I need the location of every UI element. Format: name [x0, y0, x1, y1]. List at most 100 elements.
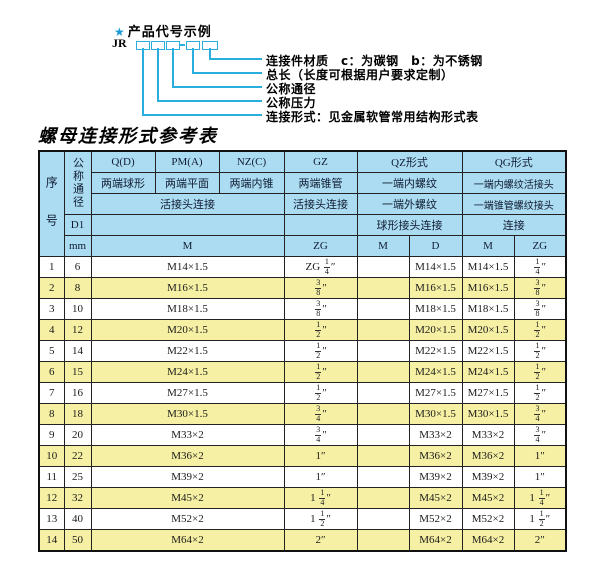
cell-m: M20×1.5	[90, 319, 285, 341]
header-qz-sub3: 球形接头连接	[356, 214, 463, 236]
cell-qz-d: M14×1.5	[408, 256, 463, 278]
cell-m: M36×2	[90, 445, 285, 467]
cell-qz-d: M20×1.5	[408, 319, 463, 341]
header-qg-sub2: 一端锥管螺纹接头	[461, 193, 567, 215]
table-row: 14 50 M64×2 2″ M64×2 M64×2 2″	[38, 529, 567, 552]
cell-m: M16×1.5	[90, 277, 285, 299]
cell-no: 12	[38, 487, 65, 509]
cell-m: M24×1.5	[90, 361, 285, 383]
cell-qz-d: M52×2	[408, 508, 463, 530]
header-union-conn: 活接头连接	[90, 193, 285, 215]
table-row: 12 32 M45×2 1 1 4 ″ M45×2 M45×2 1 1 4 ″	[38, 487, 567, 509]
cell-qz-d: M33×2	[408, 424, 463, 446]
cell-qz-d: M16×1.5	[408, 277, 463, 299]
cell-m: M64×2	[90, 529, 285, 552]
cell-qg-zg: 1 2 ″	[513, 382, 567, 404]
cell-qg-zg: 1 2 ″	[513, 319, 567, 341]
table-body: 1 6 M14×1.5 ZG 1 4 ″ M14×1.5 M14×1.5 1 4 ″ 2 8 M16×1.…	[38, 256, 567, 552]
header-qz-d: D	[408, 235, 463, 257]
header-qg-sub3: 连接	[461, 214, 567, 236]
cell-qg-m: M24×1.5	[461, 361, 515, 383]
cell-qz-m	[356, 487, 410, 509]
cell-qz-d: M39×2	[408, 466, 463, 488]
cell-dn: 16	[63, 382, 92, 404]
diagram-title: ★ 产品代号示例	[114, 21, 212, 40]
cell-qg-zg: 2″	[513, 529, 567, 552]
header-col-nz: NZ(C)	[218, 150, 285, 173]
cell-qg-zg: 1 2 ″	[513, 361, 567, 383]
cell-qg-m: M20×1.5	[461, 319, 515, 341]
cell-gz: 1 2 ″	[283, 340, 358, 362]
header-seq: 序号	[38, 150, 65, 257]
cell-m: M18×1.5	[90, 298, 285, 320]
table-row: 9 20 M33×2 3 4 ″ M33×2 M33×2 3 4 ″	[38, 424, 567, 446]
cell-qg-m: M39×2	[461, 466, 515, 488]
cell-qg-m: M52×2	[461, 508, 515, 530]
header-qz-m: M	[356, 235, 410, 257]
table-row: 4 12 M20×1.5 1 2 ″ M20×1.5 M20×1.5 1 2 ″	[38, 319, 567, 341]
cell-m: M39×2	[90, 466, 285, 488]
cell-qz-d: M64×2	[408, 529, 463, 552]
cell-qg-zg: 3 8 ″	[513, 298, 567, 320]
code-prefix: JR	[112, 36, 127, 50]
table-row: 5 14 M22×1.5 1 2 ″ M22×1.5 M22×1.5 1 2 ″	[38, 340, 567, 362]
header-qg-m: M	[461, 235, 515, 257]
header-col-pm: PM(A)	[154, 150, 220, 173]
header-pm-sub: 两端平面	[154, 172, 220, 194]
cell-gz: 3 8 ″	[283, 277, 358, 299]
header-zg: ZG	[283, 235, 358, 257]
cell-qg-m: M45×2	[461, 487, 515, 509]
cell-qz-m	[356, 529, 410, 552]
cell-dn: 40	[63, 508, 92, 530]
cell-qg-m: M16×1.5	[461, 277, 515, 299]
cell-qg-m: M36×2	[461, 445, 515, 467]
cell-gz: 1 1 4 ″	[283, 487, 358, 509]
cell-qz-m	[356, 277, 410, 299]
cell-qz-m	[356, 445, 410, 467]
header-qg-sub1: 一端内螺纹活接头	[461, 172, 567, 194]
cell-m: M30×1.5	[90, 403, 285, 425]
cell-qz-m	[356, 403, 410, 425]
cell-qz-m	[356, 508, 410, 530]
cell-qg-zg: 3 4 ″	[513, 424, 567, 446]
table-row: 2 8 M16×1.5 3 8 ″ M16×1.5 M16×1.5 3 8 ″	[38, 277, 567, 299]
code-label-length: 总长（长度可根据用户要求定制）	[266, 68, 454, 82]
cell-no: 5	[38, 340, 65, 362]
cell-dn: 32	[63, 487, 92, 509]
header-nz-sub: 两端内锥	[218, 172, 285, 194]
cell-no: 7	[38, 382, 65, 404]
cell-qz-m	[356, 382, 410, 404]
connector-line	[157, 100, 262, 102]
cell-qg-zg: 1″	[513, 445, 567, 467]
header-qz-sub2: 一端外螺纹	[356, 193, 463, 215]
cell-no: 9	[38, 424, 65, 446]
table-row: 7 16 M27×1.5 1 2 ″ M27×1.5 M27×1.5 1 2 ″	[38, 382, 567, 404]
cell-qz-d: M27×1.5	[408, 382, 463, 404]
cell-qz-m	[356, 319, 410, 341]
cell-dn: 6	[63, 256, 92, 278]
header-empty	[90, 214, 285, 236]
cell-qg-m: M22×1.5	[461, 340, 515, 362]
cell-qz-d: M45×2	[408, 487, 463, 509]
code-dash	[179, 44, 185, 46]
header-gz-sub: 两端锥管	[283, 172, 358, 194]
cell-no: 10	[38, 445, 65, 467]
cell-qz-m	[356, 466, 410, 488]
connector-line	[157, 48, 159, 102]
table-row: 3 10 M18×1.5 3 8 ″ M18×1.5 M18×1.5 3 8 ″	[38, 298, 567, 320]
connector-line	[142, 114, 262, 116]
cell-no: 14	[38, 529, 65, 552]
cell-qg-zg: 1″	[513, 466, 567, 488]
cell-qz-d: M30×1.5	[408, 403, 463, 425]
cell-qg-m: M14×1.5	[461, 256, 515, 278]
connector-line	[192, 48, 194, 74]
cell-no: 13	[38, 508, 65, 530]
cell-dn: 12	[63, 319, 92, 341]
cell-qz-m	[356, 424, 410, 446]
cell-qz-d: M18×1.5	[408, 298, 463, 320]
cell-gz: 1″	[283, 445, 358, 467]
table-header: 序号 公称通径 Q(D) PM(A) NZ(C) GZ QZ形式 QG形式 两端…	[38, 150, 567, 257]
header-m: M	[90, 235, 285, 257]
cell-dn: 50	[63, 529, 92, 552]
